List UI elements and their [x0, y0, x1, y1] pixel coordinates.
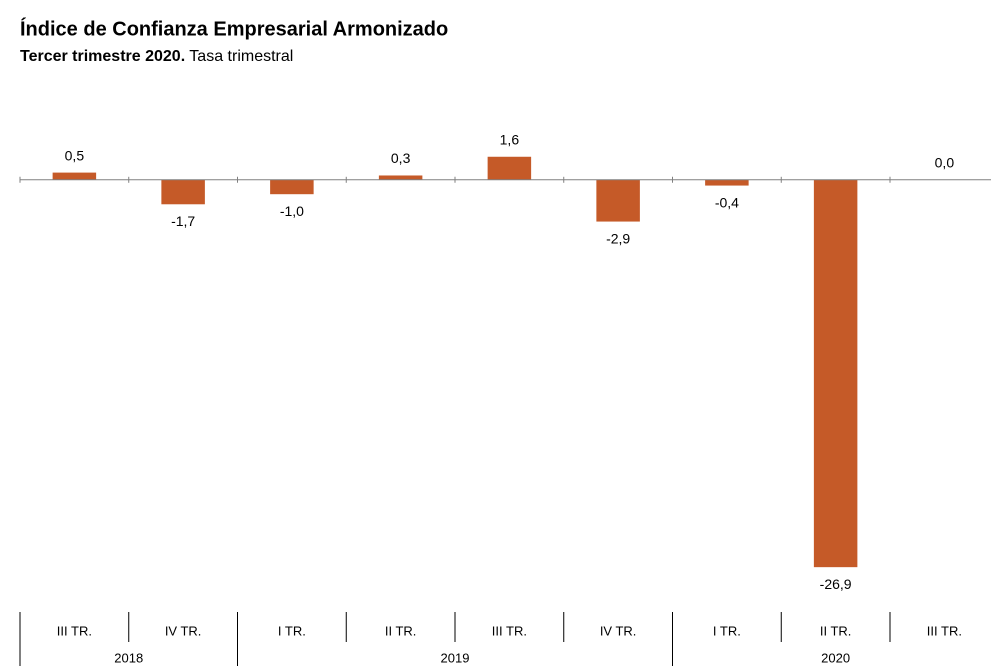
bar	[813, 179, 858, 568]
x-tick-label: I TR.	[278, 623, 306, 638]
x-tick-label: II TR.	[385, 623, 417, 638]
value-label: 0,3	[391, 150, 411, 166]
group-label: 2019	[441, 650, 470, 665]
x-tick-label: IV TR.	[600, 623, 637, 638]
bar	[705, 179, 749, 186]
bar	[161, 179, 205, 205]
chart-subtitle: Tercer trimestre 2020. Tasa trimestral	[20, 48, 293, 65]
value-label: -1,7	[171, 213, 195, 229]
x-tick-label: III TR.	[57, 623, 92, 638]
bar	[596, 179, 640, 222]
chart-title: Índice de Confianza Empresarial Armoniza…	[20, 17, 448, 40]
bar	[487, 156, 532, 180]
x-tick-label: III TR.	[927, 623, 962, 638]
group-label: 2020	[821, 650, 850, 665]
bar	[378, 175, 423, 180]
value-label: -1,0	[280, 203, 304, 219]
x-tick-label: IV TR.	[165, 623, 202, 638]
group-label: 2018	[114, 650, 143, 665]
x-tick-label: III TR.	[492, 623, 527, 638]
bar	[270, 179, 314, 195]
value-label: -0,4	[715, 194, 739, 210]
x-tick-label: II TR.	[820, 623, 852, 638]
subtitle-bold: Tercer trimestre 2020.	[20, 48, 185, 65]
bar	[52, 172, 97, 180]
value-label: -26,9	[820, 576, 852, 592]
subtitle-text: Tasa trimestral	[189, 48, 293, 65]
x-tick-label: I TR.	[713, 623, 741, 638]
value-label: 0,0	[935, 155, 955, 171]
value-label: 0,5	[65, 147, 85, 163]
value-label: 1,6	[500, 131, 520, 147]
value-label: -2,9	[606, 230, 630, 246]
